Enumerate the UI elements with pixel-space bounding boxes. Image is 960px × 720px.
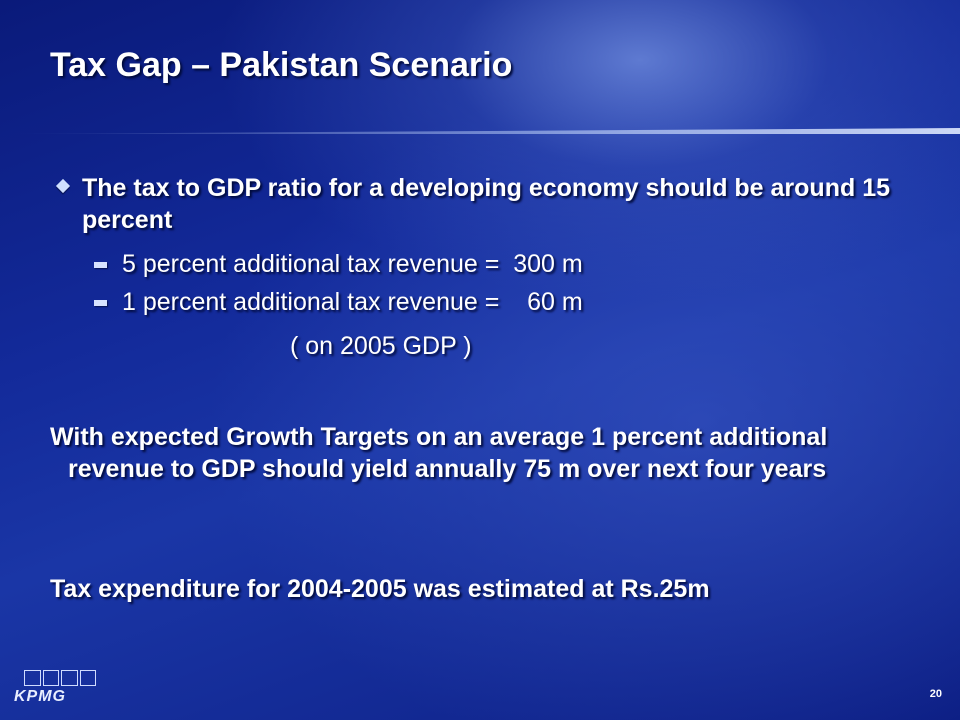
- tax-expenditure-paragraph: Tax expenditure for 2004-2005 was estima…: [50, 575, 710, 603]
- kpmg-logo: KPMG: [14, 670, 96, 706]
- diamond-bullet-icon: [55, 178, 71, 194]
- dash-bullet-icon: [94, 300, 107, 306]
- dash-bullet-icon: [94, 262, 107, 268]
- sub-bullet-item: 5 percent additional tax revenue = 300 m: [50, 248, 930, 280]
- slide-title: Tax Gap – Pakistan Scenario: [50, 46, 513, 84]
- bullet-text: The tax to GDP ratio for a developing ec…: [82, 174, 890, 234]
- gdp-note: ( on 2005 GDP ): [290, 332, 472, 360]
- bullet-item: The tax to GDP ratio for a developing ec…: [50, 172, 930, 236]
- sub-bullet-item: 1 percent additional tax revenue = 60 m: [50, 286, 930, 318]
- sub-bullet-text: 1 percent additional tax revenue = 60 m: [122, 288, 583, 316]
- logo-boxes-icon: [24, 670, 96, 686]
- slide-content: The tax to GDP ratio for a developing ec…: [50, 172, 930, 362]
- page-number: 20: [929, 688, 942, 700]
- sub-bullet-text: 5 percent additional tax revenue = 300 m: [122, 250, 583, 278]
- growth-paragraph: With expected Growth Targets on an avera…: [50, 423, 828, 483]
- title-divider: [0, 128, 960, 134]
- logo-text: KPMG: [14, 688, 66, 705]
